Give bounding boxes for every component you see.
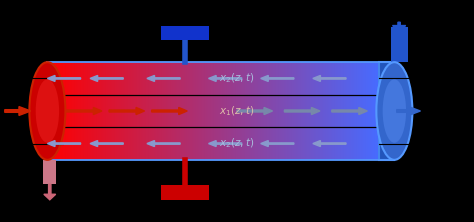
FancyArrow shape bbox=[392, 22, 406, 31]
Bar bbox=[379, 62, 394, 160]
FancyArrow shape bbox=[109, 107, 145, 115]
Bar bbox=[391, 27, 408, 62]
Ellipse shape bbox=[36, 79, 59, 143]
FancyArrow shape bbox=[47, 75, 81, 81]
Ellipse shape bbox=[29, 62, 65, 160]
FancyArrow shape bbox=[90, 141, 123, 147]
Bar bbox=[161, 185, 209, 200]
Ellipse shape bbox=[376, 62, 412, 160]
Ellipse shape bbox=[383, 79, 406, 143]
FancyArrow shape bbox=[47, 141, 81, 147]
FancyArrow shape bbox=[397, 107, 420, 115]
FancyArrow shape bbox=[313, 75, 346, 81]
FancyArrow shape bbox=[209, 75, 242, 81]
FancyArrow shape bbox=[152, 107, 187, 115]
FancyArrow shape bbox=[261, 141, 294, 147]
FancyArrow shape bbox=[284, 107, 320, 115]
FancyArrow shape bbox=[237, 107, 273, 115]
Text: $x_1(z,t)$: $x_1(z,t)$ bbox=[219, 104, 255, 118]
Bar bbox=[161, 26, 209, 40]
FancyArrow shape bbox=[44, 184, 56, 200]
Text: $x_2(z,t)$: $x_2(z,t)$ bbox=[219, 137, 255, 150]
Text: $x_2(z,t)$: $x_2(z,t)$ bbox=[219, 72, 255, 85]
FancyArrow shape bbox=[261, 75, 294, 81]
FancyArrow shape bbox=[209, 141, 242, 147]
FancyArrow shape bbox=[66, 107, 102, 115]
FancyArrow shape bbox=[5, 107, 31, 115]
FancyArrow shape bbox=[90, 75, 123, 81]
FancyArrow shape bbox=[147, 75, 180, 81]
Bar bbox=[43, 160, 56, 184]
FancyArrow shape bbox=[332, 107, 367, 115]
FancyArrow shape bbox=[313, 141, 346, 147]
FancyArrow shape bbox=[147, 141, 180, 147]
